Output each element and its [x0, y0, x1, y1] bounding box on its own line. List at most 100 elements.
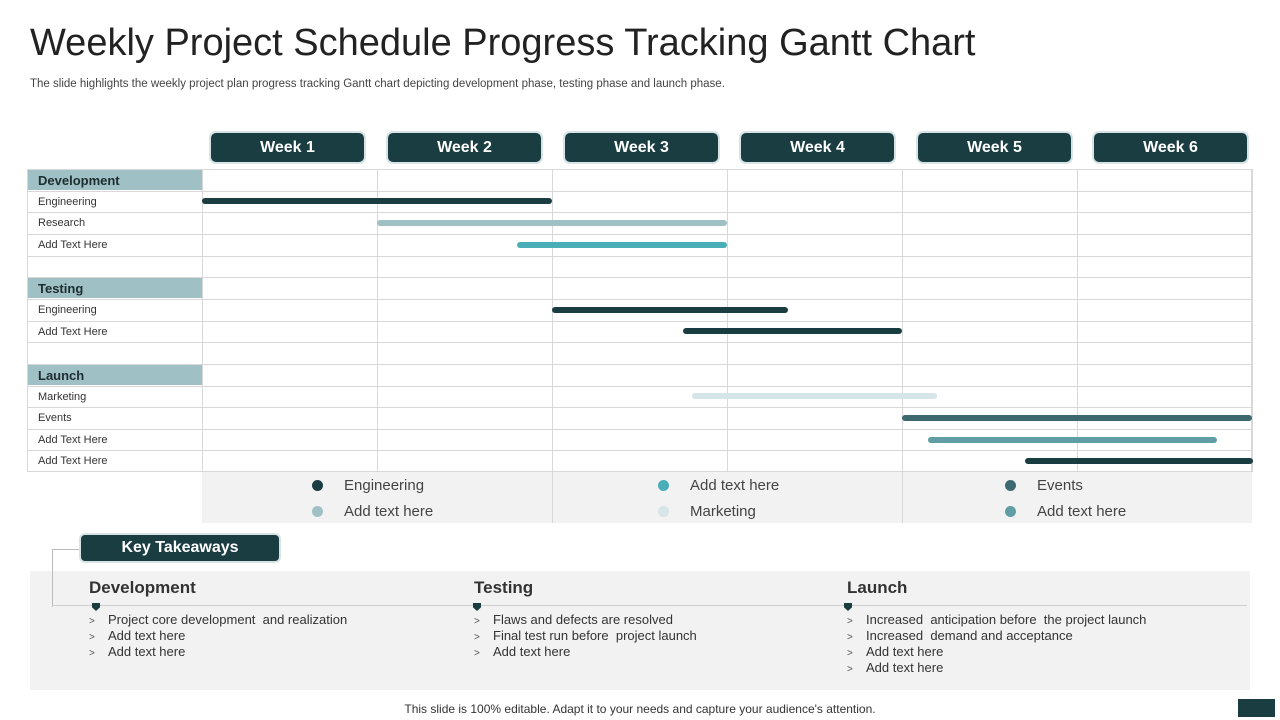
- grid-frame: [27, 169, 1252, 472]
- task-label: Add Text Here: [38, 326, 108, 338]
- week-pill-2: Week 2: [388, 133, 541, 162]
- gantt-bar: [902, 415, 1252, 421]
- legend-divider: [902, 472, 903, 523]
- week-pill-6: Week 6: [1094, 133, 1247, 162]
- legend-swatch: [658, 479, 669, 491]
- key-takeaways-divider: [52, 605, 1247, 606]
- legend-item: Events: [1005, 474, 1083, 496]
- takeaway-item: > Add text here: [89, 628, 347, 644]
- task-label: Research: [38, 217, 86, 229]
- task-label: Add Text Here: [38, 455, 108, 467]
- page-title: Weekly Project Schedule Progress Trackin…: [30, 22, 976, 64]
- legend-item: Add text here: [312, 500, 433, 522]
- grid-column-line: [1252, 169, 1253, 472]
- key-takeaways-label: Key Takeaways: [81, 535, 279, 561]
- grid-row-line: [27, 299, 1252, 300]
- task-label: Engineering: [38, 196, 97, 208]
- takeaway-item: > Flaws and defects are resolved: [474, 612, 697, 628]
- takeaway-item: > Add text here: [474, 644, 697, 660]
- task-label: Add Text Here: [38, 434, 108, 446]
- grid-column-line: [727, 169, 728, 472]
- chevron-right-icon: >: [474, 648, 480, 659]
- legend-label: Engineering: [344, 476, 425, 494]
- page-subtitle: The slide highlights the weekly project …: [30, 78, 725, 90]
- key-takeaways-panel: [30, 571, 1250, 690]
- gantt-bar: [202, 198, 552, 204]
- task-label: Engineering: [38, 304, 97, 316]
- chevron-right-icon: >: [847, 632, 853, 643]
- grid-row-line: [27, 364, 1252, 365]
- week-pill-4: Week 4: [741, 133, 894, 162]
- grid-row-line: [27, 191, 1252, 192]
- grid-row-line: [27, 429, 1252, 430]
- legend-label: Add text here: [344, 502, 434, 520]
- gantt-bar: [1025, 458, 1253, 464]
- week-pill-3: Week 3: [565, 133, 718, 162]
- gantt-bar: [683, 328, 902, 334]
- grid-row-line: [27, 256, 1252, 257]
- legend-swatch: [312, 479, 323, 491]
- takeaway-heading: Development: [89, 578, 196, 597]
- group-heading: Launch: [28, 365, 202, 385]
- grid-column-line: [1077, 169, 1078, 472]
- takeaway-marker-icon: [92, 603, 100, 611]
- takeaway-item: > Project core development and realizatio…: [89, 612, 347, 628]
- chevron-right-icon: >: [89, 648, 95, 659]
- task-label: Marketing: [38, 391, 87, 403]
- corner-decoration: [1238, 699, 1275, 717]
- legend-label: Add text here: [690, 476, 780, 494]
- gantt-bar: [692, 393, 937, 399]
- week-pill-5: Week 5: [918, 133, 1071, 162]
- grid-row-line: [27, 342, 1252, 343]
- task-label: Add Text Here: [38, 239, 108, 251]
- grid-column-line: [552, 169, 553, 472]
- grid-column-line: [202, 169, 203, 472]
- legend-swatch: [1005, 505, 1016, 517]
- legend-item: Marketing: [658, 500, 756, 522]
- grid-row-line: [27, 234, 1252, 235]
- gantt-bar: [928, 437, 1217, 443]
- chevron-right-icon: >: [847, 616, 853, 627]
- legend-divider: [552, 472, 553, 523]
- chevron-right-icon: >: [89, 632, 95, 643]
- grid-row-line: [27, 386, 1252, 387]
- legend-label: Marketing: [690, 502, 756, 520]
- chevron-right-icon: >: [847, 648, 853, 659]
- takeaway-heading: Testing: [474, 578, 534, 597]
- gantt-bar: [377, 220, 727, 226]
- grid-row-line: [27, 321, 1252, 322]
- chevron-right-icon: >: [474, 632, 480, 643]
- takeaway-marker-icon: [473, 603, 481, 611]
- takeaway-item: > Final test run before project launch: [474, 628, 697, 644]
- gantt-bar: [552, 307, 788, 313]
- chevron-right-icon: >: [474, 616, 480, 627]
- grid-row-line: [27, 450, 1252, 451]
- takeaway-list: > Increased anticipation before the proje…: [847, 612, 1146, 676]
- chevron-right-icon: >: [89, 616, 95, 627]
- legend-item: Add text here: [1005, 500, 1126, 522]
- task-label: Events: [38, 412, 72, 424]
- takeaway-list: > Flaws and defects are resolved > Final te…: [474, 612, 697, 660]
- key-takeaways-bracket: [52, 549, 83, 607]
- legend-item: Engineering: [312, 474, 424, 496]
- legend-item: Add text here: [658, 474, 779, 496]
- legend-swatch: [312, 505, 323, 517]
- gantt-grid: Development Engineering Research Add Text H…: [27, 169, 1253, 472]
- grid-row-line: [27, 212, 1252, 213]
- legend-label: Add text here: [1037, 502, 1127, 520]
- gantt-bar: [517, 242, 727, 248]
- grid-column-line: [902, 169, 903, 472]
- chevron-right-icon: >: [847, 664, 853, 675]
- takeaway-item: > Add text here: [847, 644, 1146, 660]
- takeaway-heading: Launch: [847, 578, 908, 597]
- group-heading: Testing: [28, 278, 202, 298]
- takeaway-list: > Project core development and realizatio…: [89, 612, 347, 660]
- week-pill-1: Week 1: [211, 133, 364, 162]
- takeaway-item: > Add text here: [89, 644, 347, 660]
- takeaway-item: > Increased anticipation before the proje…: [847, 612, 1146, 628]
- grid-row-line: [27, 407, 1252, 408]
- takeaway-marker-icon: [844, 603, 852, 611]
- legend: Engineering Add text here Add text here Mar…: [202, 472, 1252, 523]
- legend-swatch: [658, 505, 669, 517]
- footer-note: This slide is 100% editable. Adapt it to…: [404, 702, 876, 716]
